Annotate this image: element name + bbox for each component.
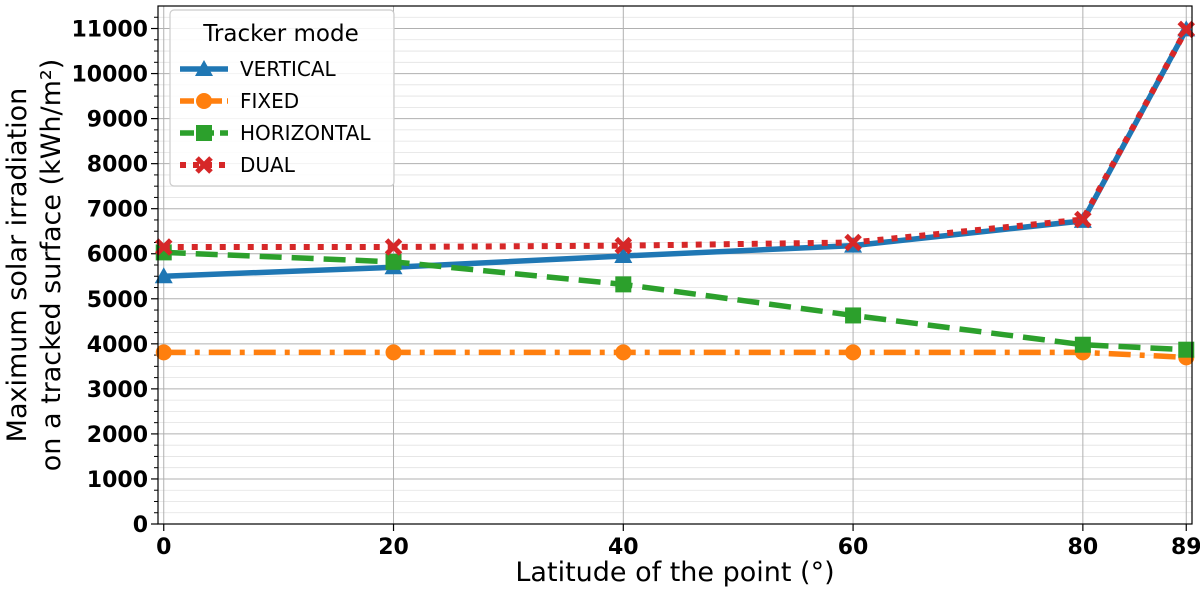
x-tick-label: 60 (838, 535, 869, 560)
data-point (1074, 336, 1091, 353)
data-point (845, 307, 862, 324)
legend-title: Tracker mode (202, 21, 359, 47)
data-point (155, 344, 172, 361)
y-tick-label: 8000 (87, 153, 148, 178)
x-tick-label: 40 (608, 535, 639, 560)
x-tick-label: 20 (378, 535, 409, 560)
data-point (615, 344, 632, 361)
legend-marker (195, 60, 213, 76)
data-point (385, 344, 402, 361)
y-axis-ticks: 0 1000 2000 3000 4000 5000 6000 7000 8000 9000 100… (71, 16, 158, 538)
x-tick-label: 89 (1171, 535, 1200, 560)
data-point (615, 276, 632, 293)
x-axis-label: Latitude of the point (°) (515, 557, 834, 588)
y-tick-label: 4000 (87, 333, 148, 358)
series-fixed (155, 344, 1195, 366)
legend-item-dual: DUAL (180, 153, 296, 177)
legend-marker (196, 125, 212, 141)
data-point (385, 253, 402, 270)
series-horizontal (155, 244, 1195, 358)
data-point (384, 238, 403, 256)
series-line (163, 349, 1187, 361)
y-tick-label: 1000 (87, 468, 148, 493)
legend-label: HORIZONTAL (240, 121, 371, 145)
y-tick-label: 2000 (87, 423, 148, 448)
y-tick-label: 3000 (87, 378, 148, 403)
series-line (163, 249, 1187, 353)
legend-item-vertical: VERTICAL (180, 57, 337, 81)
plot-frame (157, 5, 1193, 525)
y-axis-label-line-1: Maximum solar irradiation (2, 88, 33, 443)
data-point (1074, 210, 1092, 229)
data-point (614, 246, 633, 263)
y-tick-label: 0 (133, 513, 148, 538)
y-tick-label: 11000 (71, 18, 148, 43)
data-point (1178, 341, 1195, 358)
legend-label: DUAL (240, 153, 296, 177)
legend-item-horizontal: HORIZONTAL (180, 121, 371, 145)
series-layer (154, 20, 1196, 366)
y-tick-label: 5000 (87, 288, 148, 313)
data-point (614, 236, 633, 255)
x-tick-label: 0 (156, 535, 171, 560)
legend: Tracker mode VERTICAL FIXED HORIZONTAL DUAL (169, 9, 395, 187)
legend-label: FIXED (240, 89, 299, 113)
series-line (163, 27, 1189, 250)
legend-label: VERTICAL (240, 57, 337, 81)
legend-box (169, 9, 395, 187)
data-point (845, 344, 862, 361)
data-point (154, 267, 173, 284)
legend-marker (195, 156, 213, 174)
y-tick-label: 7000 (87, 198, 148, 223)
legend-item-fixed: FIXED (180, 89, 299, 113)
data-point (844, 233, 862, 252)
data-point (1177, 20, 1196, 39)
data-point (154, 238, 173, 256)
y-tick-label: 6000 (87, 243, 148, 268)
y-tick-label: 10000 (71, 63, 148, 88)
x-tick-label: 80 (1068, 535, 1099, 560)
y-axis-label-line-2: on a tracked surface (kWh/m²) (36, 59, 67, 472)
y-axis-label: Maximum solar irradiation on a tracked s… (2, 59, 67, 472)
legend-marker (196, 93, 212, 109)
series-dual (154, 20, 1196, 256)
x-axis-ticks: 0 20 40 60 80 89 (156, 524, 1200, 560)
y-tick-label: 9000 (87, 108, 148, 133)
